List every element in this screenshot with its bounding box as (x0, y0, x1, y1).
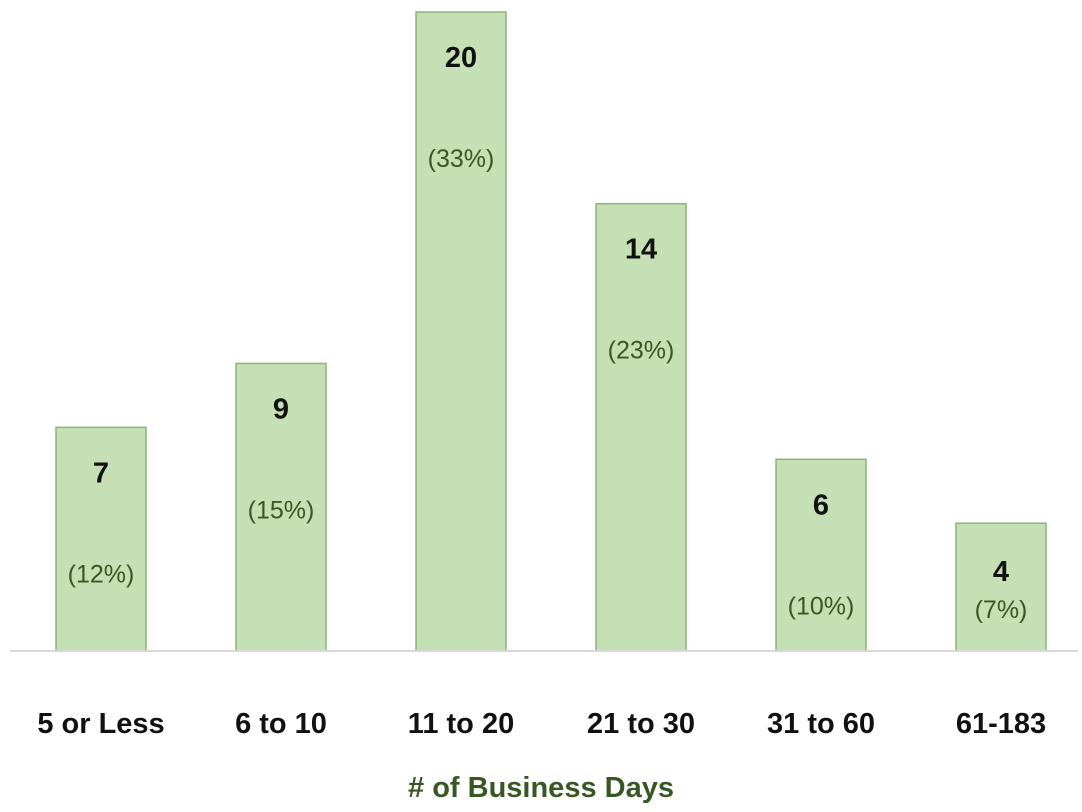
bar-percent-label: (10%) (788, 592, 855, 620)
bar-value-label: 9 (273, 393, 289, 425)
bar-2 (415, 11, 507, 652)
bar-1 (235, 362, 327, 652)
x-tick-label: 21 to 30 (587, 708, 695, 740)
bar-percent-label: (23%) (608, 337, 675, 365)
bar-value-label: 14 (625, 234, 657, 266)
bar-5 (955, 522, 1047, 652)
x-tick-label: 61-183 (956, 708, 1046, 740)
x-tick-label: 6 to 10 (235, 708, 327, 740)
bar-percent-label: (7%) (975, 596, 1028, 624)
bar-4 (775, 458, 867, 652)
bar-percent-label: (15%) (248, 496, 315, 524)
bar-value-label: 20 (445, 42, 477, 74)
x-tick-label: 5 or Less (37, 708, 164, 740)
bar-percent-label: (33%) (428, 145, 495, 173)
bar-value-label: 4 (993, 556, 1009, 588)
bar-3 (595, 202, 687, 652)
x-axis-title: # of Business Days (408, 772, 674, 804)
bar-value-label: 6 (813, 489, 829, 521)
bars-group (55, 11, 1047, 652)
labels-group: 7 (12%) 5 or Less 9 (15%) 6 to 10 20 (33%) 11 to… (37, 42, 1046, 740)
x-tick-label: 11 to 20 (408, 708, 514, 740)
bar-percent-label: (12%) (68, 560, 135, 588)
x-tick-label: 31 to 60 (767, 708, 875, 740)
bar-value-label: 7 (93, 457, 109, 489)
bar-0 (55, 426, 147, 652)
